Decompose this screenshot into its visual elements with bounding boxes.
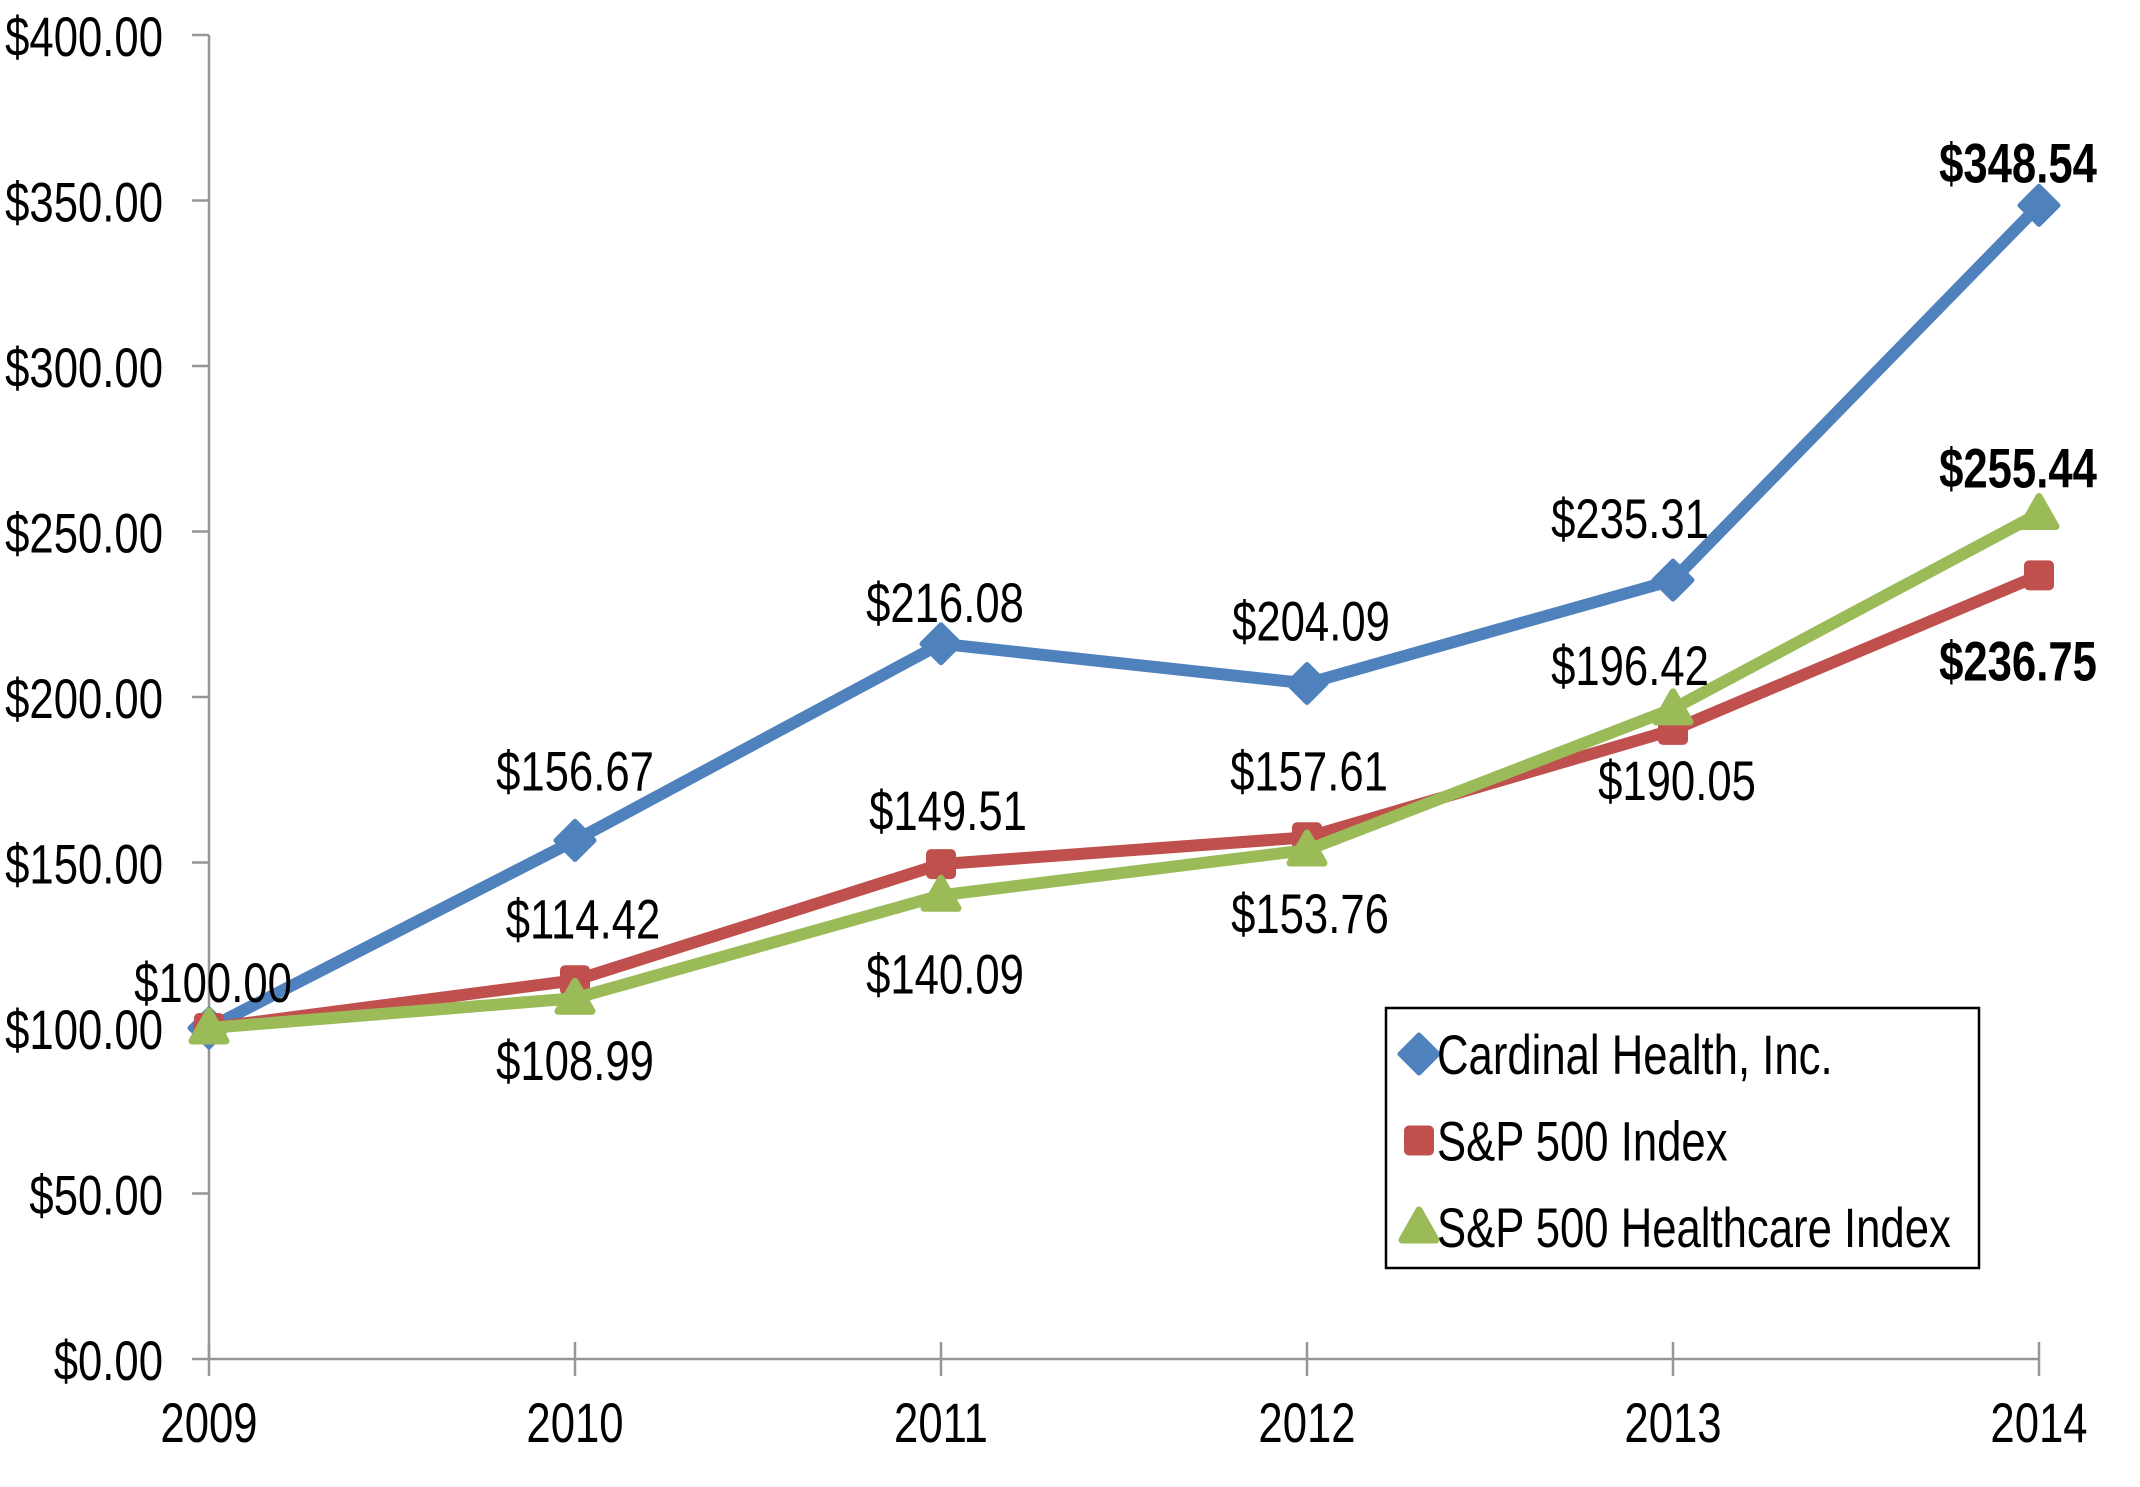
s-p-500-healthcare-index-triangle-marker [1652, 688, 1694, 726]
legend: Cardinal Health, Inc. S&P 500 Index S&P 50… [1384, 1006, 1981, 1270]
y-axis-tick-label: $150.00 [5, 833, 163, 895]
legend-s-p-500-index-square-marker [1404, 1125, 1434, 1156]
y-axis-tick-label: $350.00 [5, 171, 163, 233]
series-line-cardinal-health-inc [203, 199, 2045, 1034]
x-axis-tick-label: 2012 [1258, 1392, 1355, 1454]
data-label-cardinal-health-inc: $156.67 [496, 740, 654, 802]
s-p-500-healthcare-index-triangle-marker [554, 977, 596, 1015]
data-label-s-p-500-healthcare-index: $196.42 [1551, 635, 1709, 697]
data-label-s-p-500-index: $190.05 [1598, 750, 1756, 812]
s-p-500-index-square-marker [926, 849, 956, 880]
s-p-500-healthcare-index-triangle-marker [920, 874, 962, 912]
data-label-s-p-500-healthcare-index: $153.76 [1231, 883, 1389, 945]
data-label-s-p-500-index: $157.61 [1230, 740, 1388, 802]
data-label-cardinal-health-inc: $348.54 [1939, 132, 2097, 194]
legend-item-s-p-500-index: S&P 500 Index [1404, 1110, 1728, 1173]
x-axis-tick-label: 2013 [1624, 1392, 1721, 1454]
legend-item-cardinal-health-inc: Cardinal Health, Inc. [1397, 1024, 1833, 1086]
legend-label-cardinal-health-inc: Cardinal Health, Inc. [1437, 1024, 1833, 1086]
legend-item-s-p-500-healthcare-index: S&P 500 Healthcare Index [1398, 1197, 1951, 1259]
legend-s-p-500-healthcare-index-triangle-marker [1398, 1206, 1440, 1244]
cardinal-health-inc-diamond-marker [553, 818, 597, 862]
data-label-s-p-500-healthcare-index: $140.09 [866, 943, 1024, 1005]
data-label-s-p-500-healthcare-index: $108.99 [496, 1030, 654, 1092]
y-axis-tick-label: $100.00 [5, 999, 163, 1061]
series-s-p-500-healthcare-index [188, 492, 2060, 1045]
cardinal-health-inc-diamond-marker [1651, 558, 1695, 602]
data-label-cardinal-health-inc: $235.31 [1551, 488, 1709, 550]
y-axis-tick-label: $250.00 [5, 502, 163, 564]
data-label-cardinal-health-inc: $216.08 [866, 572, 1024, 634]
data-label-cardinal-health-inc: $100.00 [134, 952, 292, 1014]
cardinal-health-inc-diamond-marker [2017, 183, 2061, 227]
y-axis-tick-label: $200.00 [5, 668, 163, 730]
series-line-s-p-500-index [203, 569, 2045, 1034]
data-label-s-p-500-index: $149.51 [869, 780, 1027, 842]
s-p-500-index-square-marker [2024, 560, 2054, 591]
data-labels: $100.00 $156.67 $216.08 $204.09 $235.31 $348.… [134, 132, 2097, 1092]
series-s-p-500-index [194, 560, 2054, 1043]
s-p-500-healthcare-index-triangle-marker [2018, 492, 2060, 530]
data-label-s-p-500-index: $114.42 [506, 888, 661, 950]
y-axis-tick-label: $0.00 [54, 1330, 163, 1392]
y-axis-tick-label: $50.00 [29, 1164, 163, 1226]
x-axis-tick-label: 2011 [894, 1392, 988, 1454]
s-p-500-healthcare-index-triangle-marker [188, 1007, 230, 1045]
legend-cardinal-health-inc-diamond-marker [1397, 1032, 1441, 1076]
data-label-s-p-500-index: $236.75 [1939, 630, 2097, 692]
y-axis-tick-label: $300.00 [5, 337, 163, 399]
legend-box [1384, 1006, 1981, 1270]
axes: $0.00 $50.00 $100.00 $150.00 $200.00 $250.00 $… [5, 6, 2087, 1454]
cardinal-health-inc-diamond-marker [919, 622, 963, 666]
legend-label-s-p-500-healthcare-index: S&P 500 Healthcare Index [1437, 1197, 1951, 1259]
series-cardinal-health-inc [187, 183, 2061, 1050]
y-axis-tick-label: $400.00 [5, 6, 163, 68]
legend-label-s-p-500-index: S&P 500 Index [1437, 1110, 1728, 1172]
series-line-s-p-500-healthcare-index [203, 507, 2045, 1034]
cardinal-health-inc-diamond-marker [1285, 661, 1329, 705]
x-axis-tick-label: 2014 [1990, 1392, 2087, 1454]
data-label-s-p-500-healthcare-index: $255.44 [1939, 437, 2097, 499]
x-axis-tick-label: 2010 [526, 1392, 623, 1454]
x-axis-tick-label: 2009 [160, 1392, 257, 1454]
s-p-500-healthcare-index-triangle-marker [1286, 829, 1328, 867]
data-label-cardinal-health-inc: $204.09 [1232, 590, 1390, 652]
